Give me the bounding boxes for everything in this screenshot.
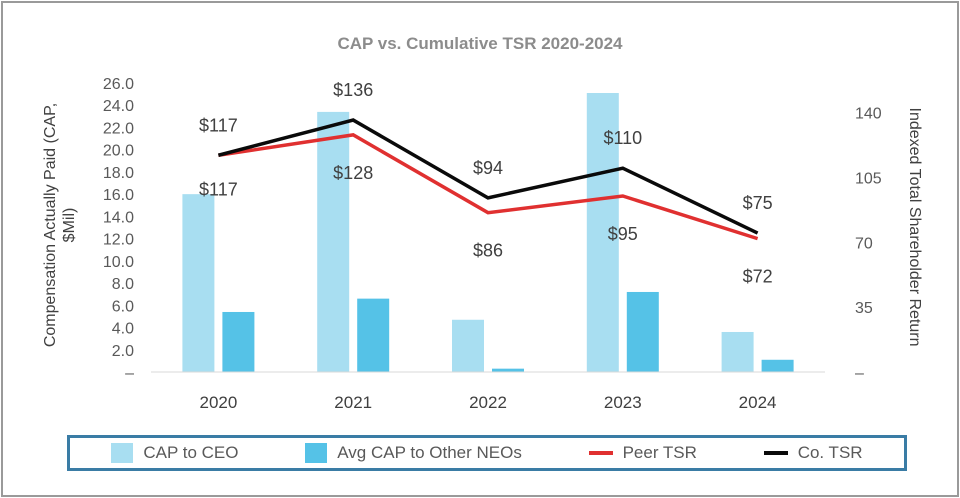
co-tsr-data-label: $110: [603, 128, 642, 148]
legend-item-peer-tsr: Peer TSR: [588, 443, 697, 463]
bar-avg-cap-2020: [222, 311, 255, 372]
bar-avg-cap-2023: [626, 291, 659, 372]
legend-swatch-co-tsr: [763, 451, 788, 455]
left-axis-title-line1: Compensation Actually Paid (CAP,: [42, 103, 59, 347]
left-axis-tick-label: 24.0: [103, 98, 134, 115]
bar-cap-ceo-2022: [452, 319, 484, 372]
chart-svg: CAP vs. Cumulative TSR 2020-2024 – 2.0 4.0…: [42, 34, 923, 412]
bar-cap-ceo-2020: [182, 194, 215, 372]
co-tsr-data-label: $117: [199, 115, 238, 135]
legend-label-co-tsr: Co. TSR: [797, 443, 863, 462]
x-axis-category-label: 2021: [334, 393, 372, 412]
right-axis-tick-label: 105: [855, 170, 882, 187]
bar-avg-cap-2024: [761, 359, 794, 372]
left-axis-tick-label: 14.0: [103, 209, 134, 226]
x-axis-category-label: 2022: [469, 393, 507, 412]
legend-swatch-peer-tsr: [588, 451, 613, 455]
bar-cap-ceo-2024: [721, 331, 754, 372]
peer-tsr-data-label: $117: [199, 179, 238, 199]
left-axis-tick-label: 6.0: [112, 298, 134, 315]
co-tsr-line: [217, 118, 759, 235]
bar-cap-ceo-2023: [586, 93, 619, 372]
left-axis-tick-label: 8.0: [112, 276, 134, 293]
legend-item-cap-ceo: CAP to CEO: [111, 443, 239, 463]
left-axis-tick-label: 20.0: [103, 143, 134, 160]
right-axis-tick-label: –: [855, 365, 864, 382]
right-axis-tick-label: 35: [855, 300, 873, 317]
peer-tsr-data-label: $95: [608, 224, 638, 244]
left-axis-tick-label: 10.0: [103, 254, 134, 271]
legend-swatch-cap-ceo: [111, 443, 134, 463]
right-axis-tick-label: 70: [855, 235, 873, 252]
x-axis-category-label: 2020: [199, 393, 237, 412]
left-axis-tick-label: 16.0: [103, 187, 134, 204]
co-tsr-data-label: $136: [333, 80, 373, 100]
chart-title: CAP vs. Cumulative TSR 2020-2024: [337, 34, 623, 53]
legend-label-peer-tsr: Peer TSR: [622, 443, 697, 462]
legend-swatch-avg-cap: [305, 443, 328, 463]
legend-label-avg-cap: Avg CAP to Other NEOs: [337, 443, 522, 462]
peer-tsr-data-label: $128: [333, 163, 373, 183]
x-axis-category-label: 2024: [739, 393, 777, 412]
left-axis-title-line2: $Mil): [61, 208, 78, 243]
bar-avg-cap-2021: [357, 298, 390, 372]
left-axis-tick-label: 2.0: [112, 343, 134, 360]
left-axis-tick-label: 4.0: [112, 321, 134, 338]
co-tsr-data-label: $94: [473, 158, 503, 178]
legend-item-co-tsr: Co. TSR: [763, 443, 863, 463]
legend: CAP to CEO Avg CAP to Other NEOs Peer TS…: [67, 435, 907, 471]
legend-label-cap-ceo: CAP to CEO: [143, 443, 239, 462]
right-axis-tick-label: 140: [855, 106, 882, 123]
peer-tsr-data-label: $72: [743, 267, 773, 287]
left-axis-tick-label: 26.0: [103, 76, 134, 93]
left-axis-tick-label: 22.0: [103, 120, 134, 137]
left-axis-tick-label: –: [125, 365, 134, 382]
x-axis-category-label: 2023: [604, 393, 642, 412]
co-tsr-data-label: $75: [743, 193, 773, 213]
peer-tsr-line: [218, 133, 759, 241]
peer-tsr-data-label: $86: [473, 241, 503, 261]
left-axis-tick-label: 12.0: [103, 232, 134, 249]
bar-cap-ceo-2021: [317, 111, 350, 373]
right-axis-title: Indexed Total Shareholder Return: [906, 108, 923, 347]
legend-item-avg-cap: Avg CAP to Other NEOs: [305, 443, 522, 463]
left-axis-tick-label: 18.0: [103, 165, 134, 182]
bar-avg-cap-2022: [492, 368, 524, 372]
